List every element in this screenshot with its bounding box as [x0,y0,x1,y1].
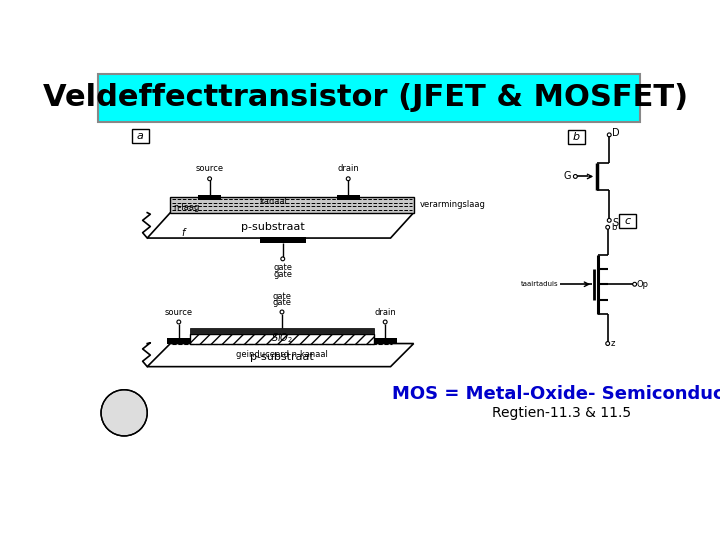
Text: S: S [612,218,618,228]
Text: $SiO_2$: $SiO_2$ [271,332,293,346]
Circle shape [101,390,148,436]
Text: source: source [196,164,224,173]
FancyBboxPatch shape [98,74,640,122]
Text: b: b [611,223,616,232]
Text: Veldeffecttransistor (JFET & MOSFET): Veldeffecttransistor (JFET & MOSFET) [42,83,688,112]
Text: p-substraat: p-substraat [241,221,305,232]
Bar [260,237,306,244]
Text: MOS = Metal-Oxide- Semiconductor: MOS = Metal-Oxide- Semiconductor [392,386,720,403]
Bar [374,338,397,343]
Text: drain: drain [374,308,396,318]
Text: D: D [612,127,620,138]
Text: Regtien-11.3 & 11.5: Regtien-11.3 & 11.5 [492,406,631,420]
Text: taairtaduis: taairtaduis [521,281,559,287]
Text: source: source [165,308,193,318]
Text: G: G [563,172,571,181]
Polygon shape [148,343,414,367]
Text: kanaal: kanaal [258,197,287,206]
Text: gate: gate [274,264,292,273]
Polygon shape [171,197,414,213]
Text: p-substraat: p-substraat [250,352,314,362]
Text: drain: drain [338,164,359,173]
Bar [132,130,149,143]
Bar [337,195,360,200]
Text: z: z [611,339,615,348]
Bar [198,195,221,200]
Text: c: c [625,216,631,226]
Bar [190,334,374,343]
Text: a: a [137,131,144,141]
Text: gate: gate [272,292,292,301]
Bar [167,338,190,343]
Text: gate: gate [274,269,292,279]
Polygon shape [148,213,414,238]
Text: n-laag: n-laag [174,202,199,212]
Text: geinduceerd n-kanaal: geinduceerd n-kanaal [236,350,328,359]
Text: gate: gate [272,298,292,307]
Text: verarmingslaag: verarmingslaag [420,200,486,210]
Bar [567,130,585,144]
Text: b: b [572,132,580,142]
Bar [190,334,374,343]
Text: f: f [181,228,184,238]
Bar [619,214,636,228]
Bar [190,328,374,334]
Text: Op: Op [637,280,649,289]
